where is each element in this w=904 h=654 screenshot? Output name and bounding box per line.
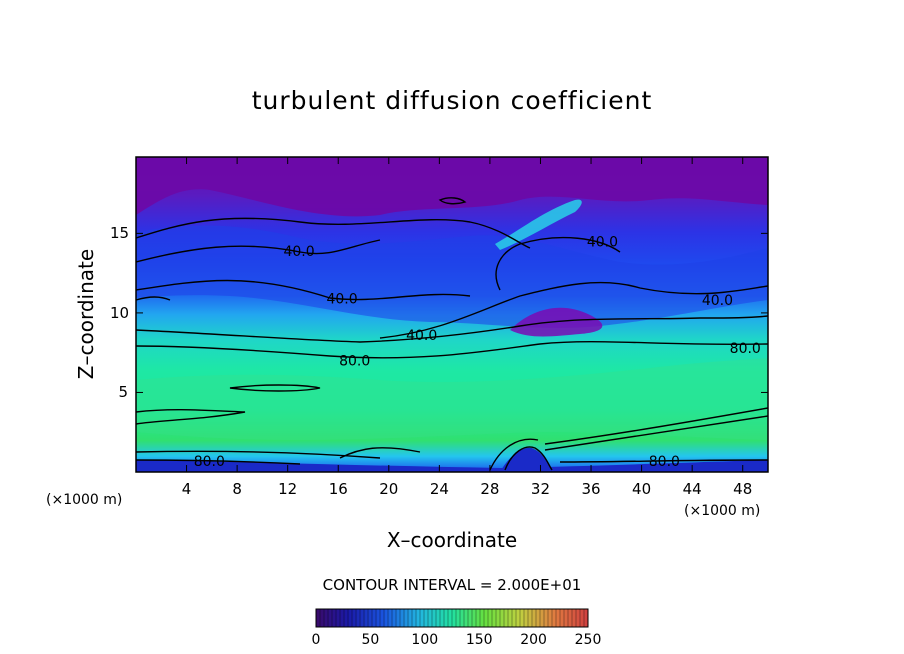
contour-label: 40.0: [326, 292, 357, 308]
x-tick-label: 28: [480, 480, 500, 498]
contour-line: [136, 279, 471, 301]
colorbar-tick-label: 0: [311, 632, 321, 648]
contour-line: [136, 459, 768, 465]
x-unit-left: (×1000 m): [46, 492, 123, 508]
contour-line: [136, 341, 768, 359]
colorbar-tick-label: 250: [574, 632, 602, 648]
colorbar-tick-label: 100: [411, 632, 439, 648]
x-tick-label: 32: [530, 480, 551, 498]
plot-frame: [135, 156, 769, 473]
x-tick-label: 4: [181, 480, 192, 498]
contour-label: 40.0: [587, 234, 618, 250]
colorbar-tick-label: 150: [465, 632, 493, 648]
x-tick-label: 48: [733, 480, 753, 498]
colorbar-stripes: [315, 609, 589, 627]
x-tick-marks: [186, 157, 744, 472]
x-tick-label: 44: [682, 480, 702, 498]
x-tick-label: 20: [379, 480, 399, 498]
contour-line: [544, 407, 768, 445]
contour-label: 40.0: [702, 293, 733, 309]
low-k-region-top: [136, 157, 768, 217]
x-tick-label: 8: [232, 480, 242, 498]
surface-strip: [136, 460, 768, 472]
contour-line: [504, 446, 553, 471]
colorbar-tick-label: 200: [520, 632, 547, 648]
contour-line: [136, 315, 768, 343]
contour-line: [136, 409, 246, 425]
contour-labels: 40.0 40.0 40.0 40.0 40.0 80.0 80.0 80.0 80.0: [194, 234, 761, 470]
contour-lines: [136, 197, 768, 471]
y-tick-label: 10: [110, 303, 130, 322]
contour-line: [438, 197, 467, 205]
x-tick-label: 24: [429, 480, 449, 498]
y-axis-label: Z–coordinate: [74, 248, 98, 380]
x-tick-label: 12: [278, 480, 298, 498]
contour-label: 80.0: [649, 454, 680, 470]
contour-line: [229, 384, 321, 392]
contour-line: [136, 296, 171, 301]
colorbar-frame: [315, 608, 589, 628]
x-axis-label: X–coordinate: [386, 528, 518, 552]
colorbar-tick-label: 50: [361, 632, 380, 648]
y-tick-label: 5: [118, 383, 128, 402]
x-tick-label: 40: [632, 480, 652, 498]
y-tick-marks: [136, 232, 768, 393]
contour-line: [136, 217, 531, 249]
contour-line: [489, 438, 539, 471]
contour-field: [136, 157, 768, 472]
contour-line: [136, 239, 381, 263]
contour-label: 80.0: [339, 354, 370, 370]
cyan-streak: [495, 199, 582, 250]
contour-label: 40.0: [406, 328, 437, 344]
green-band: [136, 358, 768, 440]
contour-interval-text: CONTOUR INTERVAL = 2.000E+01: [322, 576, 582, 594]
contour-label: 80.0: [730, 341, 761, 357]
contour-line: [544, 415, 768, 451]
contour-line: [136, 447, 421, 459]
x-tick-label: 36: [581, 480, 601, 498]
surface-plume: [500, 447, 552, 472]
x-tick-label: 16: [328, 480, 348, 498]
y-tick-label: 15: [110, 224, 130, 243]
contour-label: 40.0: [283, 244, 314, 260]
contour-line: [495, 236, 621, 291]
x-unit-right: (×1000 m): [684, 503, 761, 519]
chart-title: turbulent diffusion coefficient: [251, 86, 653, 115]
contour-line: [379, 281, 768, 339]
contour-label: 80.0: [194, 454, 225, 470]
